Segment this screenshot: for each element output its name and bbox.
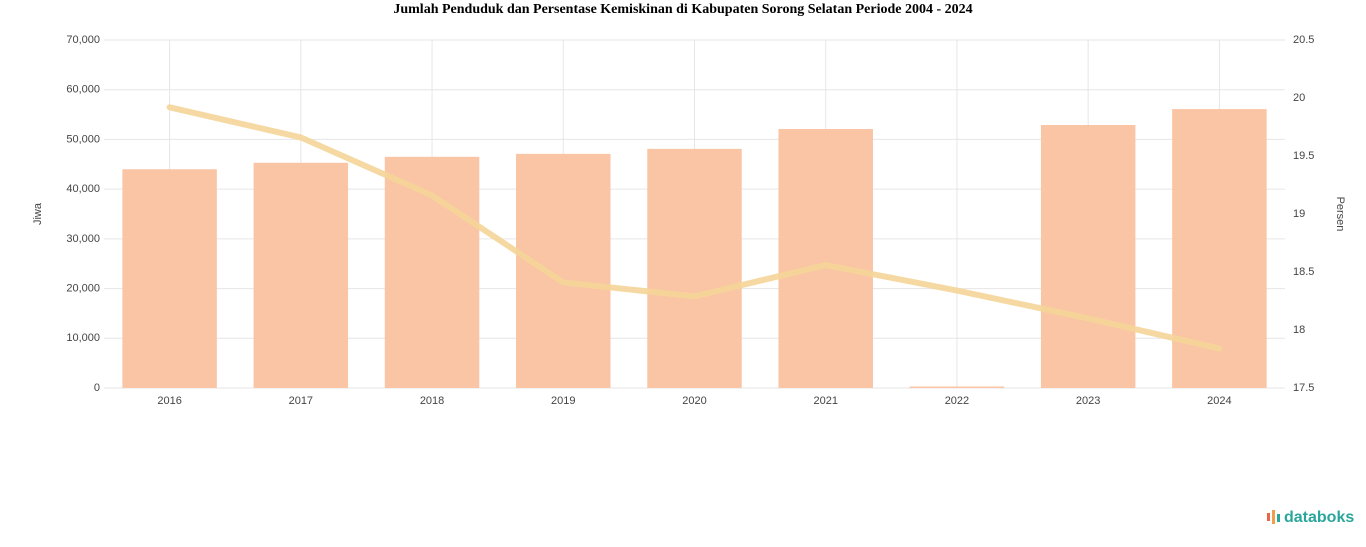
x-tick-label: 2021 <box>813 395 837 407</box>
bar <box>516 153 611 388</box>
x-tick-label: 2020 <box>682 395 706 407</box>
y2-tick-label: 19 <box>1293 208 1305 220</box>
line <box>166 104 1223 352</box>
y2-tick-label: 18.5 <box>1293 266 1314 278</box>
y-tick-label: 30,000 <box>66 233 100 245</box>
y2-tick-label: 19.5 <box>1293 150 1314 162</box>
bar <box>1040 125 1136 389</box>
x-tick-label: 2019 <box>551 395 575 407</box>
x-tick-label: 2016 <box>157 395 181 407</box>
y-tick-label: 10,000 <box>66 332 100 344</box>
y-tick-label: 20,000 <box>66 282 100 294</box>
bar <box>253 162 349 388</box>
y2-tick-label: 17.5 <box>1293 382 1314 394</box>
x-tick-label: 2018 <box>420 395 444 407</box>
bar <box>647 148 742 388</box>
x-tick-label: 2023 <box>1076 395 1100 407</box>
bar <box>909 386 1005 388</box>
source-logo: databoks <box>1284 509 1354 526</box>
y-tick-label: 0 <box>94 382 100 394</box>
y2-tick-label: 20 <box>1293 92 1305 104</box>
x-tick-label: 2017 <box>289 395 313 407</box>
y-tick-label: 50,000 <box>66 133 100 145</box>
chart-title: Jumlah Penduduk dan Persentase Kemiskina… <box>393 2 972 17</box>
y2-tick-label: 20.5 <box>1293 34 1314 46</box>
x-tick-label: 2022 <box>945 395 969 407</box>
logo-icon <box>1267 510 1280 524</box>
y-tick-label: 60,000 <box>66 84 100 96</box>
y2-axis-label: Persen <box>1334 197 1346 232</box>
y-tick-label: 70,000 <box>66 34 100 46</box>
y-axis-label: Jiwa <box>32 202 44 225</box>
bar <box>384 156 480 388</box>
y2-tick-label: 18 <box>1293 324 1305 336</box>
y-tick-label: 40,000 <box>66 183 100 195</box>
x-tick-label: 2024 <box>1207 395 1231 407</box>
bar <box>122 169 217 388</box>
bar <box>778 128 873 388</box>
